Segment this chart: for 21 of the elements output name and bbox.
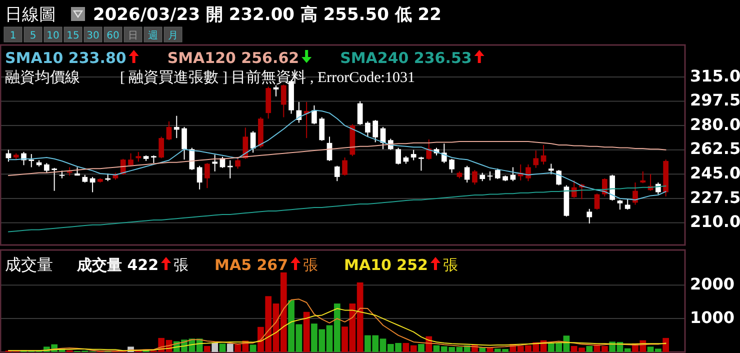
y-tick-label: 210.0 — [690, 212, 740, 232]
chart-subtitle: 2026/03/23 開 232.00 高 255.50 低 22 — [93, 5, 442, 25]
text: SMA10 233.80 — [5, 49, 126, 67]
chart-title: 日線圖 — [5, 5, 56, 25]
text: SMA240 236.53 — [340, 49, 472, 67]
text: MA10 252 張 — [344, 256, 458, 274]
y-tick-label: 315.0 — [690, 66, 740, 86]
chart-title: 成交量 — [5, 255, 53, 274]
y-tick-label: 1000 — [690, 308, 735, 327]
annotation: 成交量 422 張 — [76, 256, 189, 274]
annotation: [ 融資買進張數 ] 目前無資料 , ErrorCode:1031 — [120, 69, 415, 86]
y-tick-label: 2000 — [690, 274, 735, 294]
text: MA5 267 張 — [214, 256, 318, 274]
y-tick-label: 280.0 — [690, 114, 740, 134]
y-tick-label: 297.5 — [690, 90, 740, 110]
text: 1 5 10 15 30 60 日 週 月 — [10, 30, 178, 42]
y-tick-label: 262.5 — [690, 139, 740, 158]
text: SMA120 256.62 — [167, 49, 300, 67]
y-tick-label: 227.5 — [690, 188, 740, 207]
y-tick-label: 245.0 — [690, 164, 740, 183]
annotation: 融資均價線 — [5, 69, 80, 86]
